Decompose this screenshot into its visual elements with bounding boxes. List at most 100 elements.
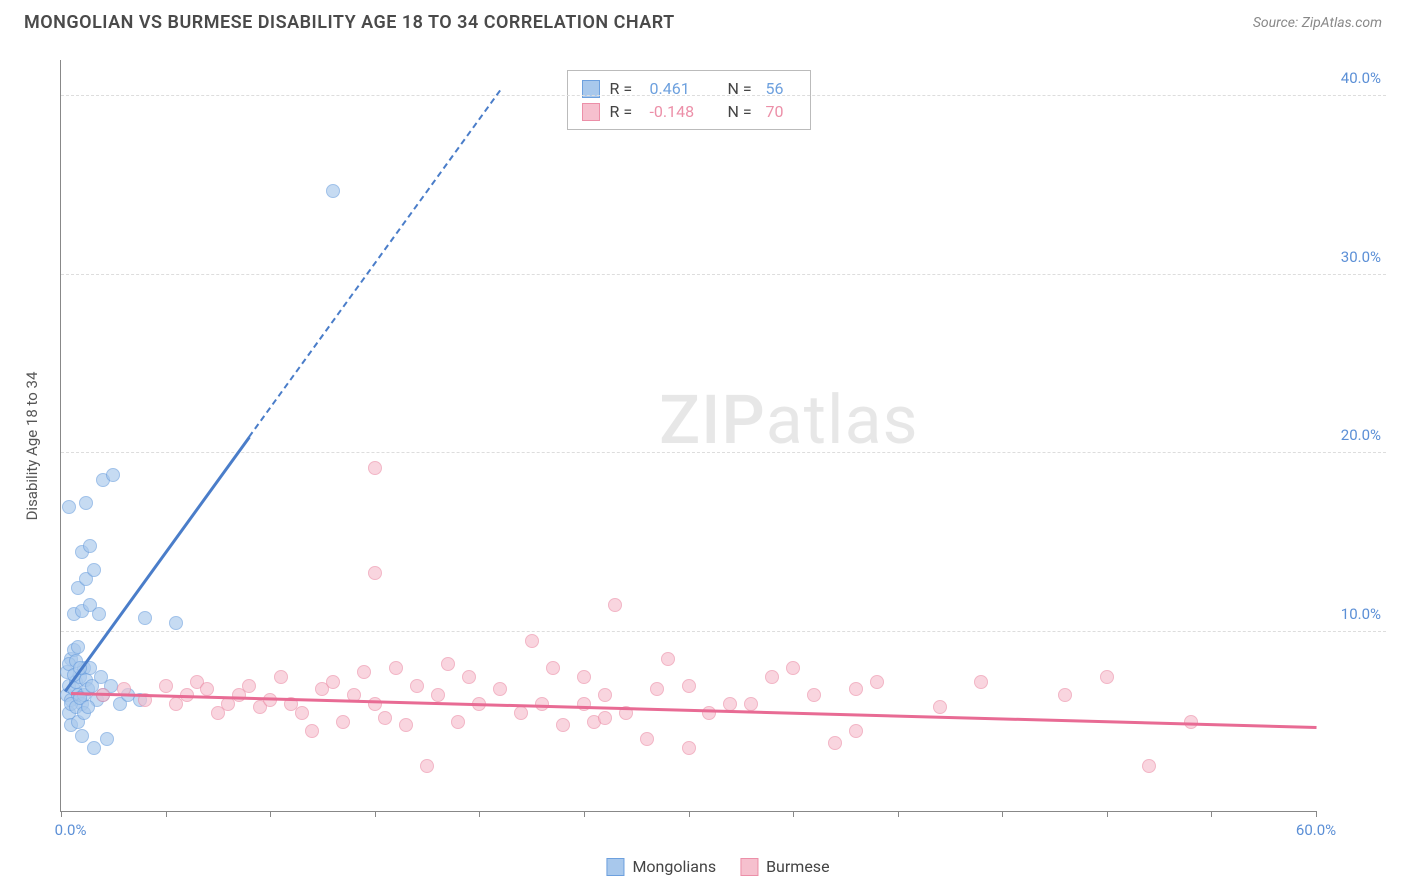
legend-label: Mongolians: [632, 857, 716, 876]
data-point: [83, 539, 97, 553]
x-tick-label: 0.0%: [55, 821, 87, 839]
x-tick: [166, 811, 167, 817]
x-tick: [1002, 811, 1003, 817]
data-point: [744, 697, 758, 711]
data-point: [556, 718, 570, 732]
legend-item: Mongolians: [606, 857, 716, 876]
data-point: [451, 715, 465, 729]
data-point: [159, 679, 173, 693]
data-point: [1142, 759, 1156, 773]
data-point: [274, 670, 288, 684]
data-point: [640, 732, 654, 746]
y-tick-label: 10.0%: [1341, 605, 1381, 623]
data-point: [87, 563, 101, 577]
x-tick: [898, 811, 899, 817]
data-point: [399, 718, 413, 732]
data-point: [493, 682, 507, 696]
data-point: [828, 736, 842, 750]
legend-label: Burmese: [766, 857, 829, 876]
data-point: [1100, 670, 1114, 684]
legend-item: Burmese: [740, 857, 829, 876]
data-point: [305, 724, 319, 738]
x-tick: [689, 811, 690, 817]
correlation-stats-box: R =0.461N =56R =-0.148N =70: [567, 70, 811, 130]
data-point: [702, 706, 716, 720]
chart-title: MONGOLIAN VS BURMESE DISABILITY AGE 18 T…: [24, 12, 675, 33]
data-point: [92, 607, 106, 621]
legend-swatch: [740, 858, 758, 876]
data-point: [525, 634, 539, 648]
data-point: [378, 711, 392, 725]
data-point: [242, 679, 256, 693]
data-point: [535, 697, 549, 711]
r-label: R =: [610, 102, 640, 121]
data-point: [389, 661, 403, 675]
gridline: [61, 631, 1386, 632]
data-point: [263, 693, 277, 707]
data-point: [598, 711, 612, 725]
data-point: [1058, 688, 1072, 702]
data-point: [723, 697, 737, 711]
data-point: [75, 729, 89, 743]
stats-row: R =0.461N =56: [582, 77, 796, 100]
trend-line-extrapolated: [249, 90, 502, 438]
data-point: [682, 679, 696, 693]
data-point: [100, 732, 114, 746]
y-tick-label: 30.0%: [1341, 248, 1381, 266]
y-tick-label: 40.0%: [1341, 69, 1381, 87]
data-point: [807, 688, 821, 702]
source-attribution: Source: ZipAtlas.com: [1253, 15, 1382, 31]
data-point: [62, 500, 76, 514]
data-point: [661, 652, 675, 666]
data-point: [577, 670, 591, 684]
data-point: [420, 759, 434, 773]
data-point: [546, 661, 560, 675]
stats-row: R =-0.148N =70: [582, 100, 796, 123]
data-point: [336, 715, 350, 729]
data-point: [326, 675, 340, 689]
data-point: [169, 616, 183, 630]
data-point: [79, 496, 93, 510]
data-point: [357, 665, 371, 679]
chart-container: Disability Age 18 to 34 ZIPatlas R =0.46…: [50, 50, 1386, 842]
gridline: [61, 452, 1386, 453]
legend-swatch: [606, 858, 624, 876]
data-point: [431, 688, 445, 702]
data-point: [870, 675, 884, 689]
x-tick: [479, 811, 480, 817]
x-tick: [270, 811, 271, 817]
data-point: [682, 741, 696, 755]
data-point: [608, 598, 622, 612]
data-point: [368, 697, 382, 711]
data-point: [514, 706, 528, 720]
data-point: [765, 670, 779, 684]
data-point: [849, 724, 863, 738]
x-tick: [793, 811, 794, 817]
x-tick: [1316, 811, 1317, 817]
data-point: [138, 611, 152, 625]
legend: Mongolians Burmese: [606, 857, 829, 876]
x-tick-label: 60.0%: [1296, 821, 1336, 839]
data-point: [974, 675, 988, 689]
data-point: [200, 682, 214, 696]
x-tick: [61, 811, 62, 817]
n-value: 70: [766, 102, 796, 121]
data-point: [368, 461, 382, 475]
x-tick: [1107, 811, 1108, 817]
data-point: [462, 670, 476, 684]
plot-area: ZIPatlas R =0.461N =56R =-0.148N =70 10.…: [60, 60, 1316, 812]
y-tick-label: 20.0%: [1341, 426, 1381, 444]
data-point: [410, 679, 424, 693]
data-point: [933, 700, 947, 714]
data-point: [368, 566, 382, 580]
data-point: [849, 682, 863, 696]
watermark: ZIPatlas: [659, 380, 919, 460]
data-point: [81, 700, 95, 714]
gridline: [61, 274, 1386, 275]
data-point: [786, 661, 800, 675]
data-point: [106, 468, 120, 482]
data-point: [441, 657, 455, 671]
r-value: -0.148: [650, 102, 710, 121]
data-point: [295, 706, 309, 720]
x-tick: [584, 811, 585, 817]
